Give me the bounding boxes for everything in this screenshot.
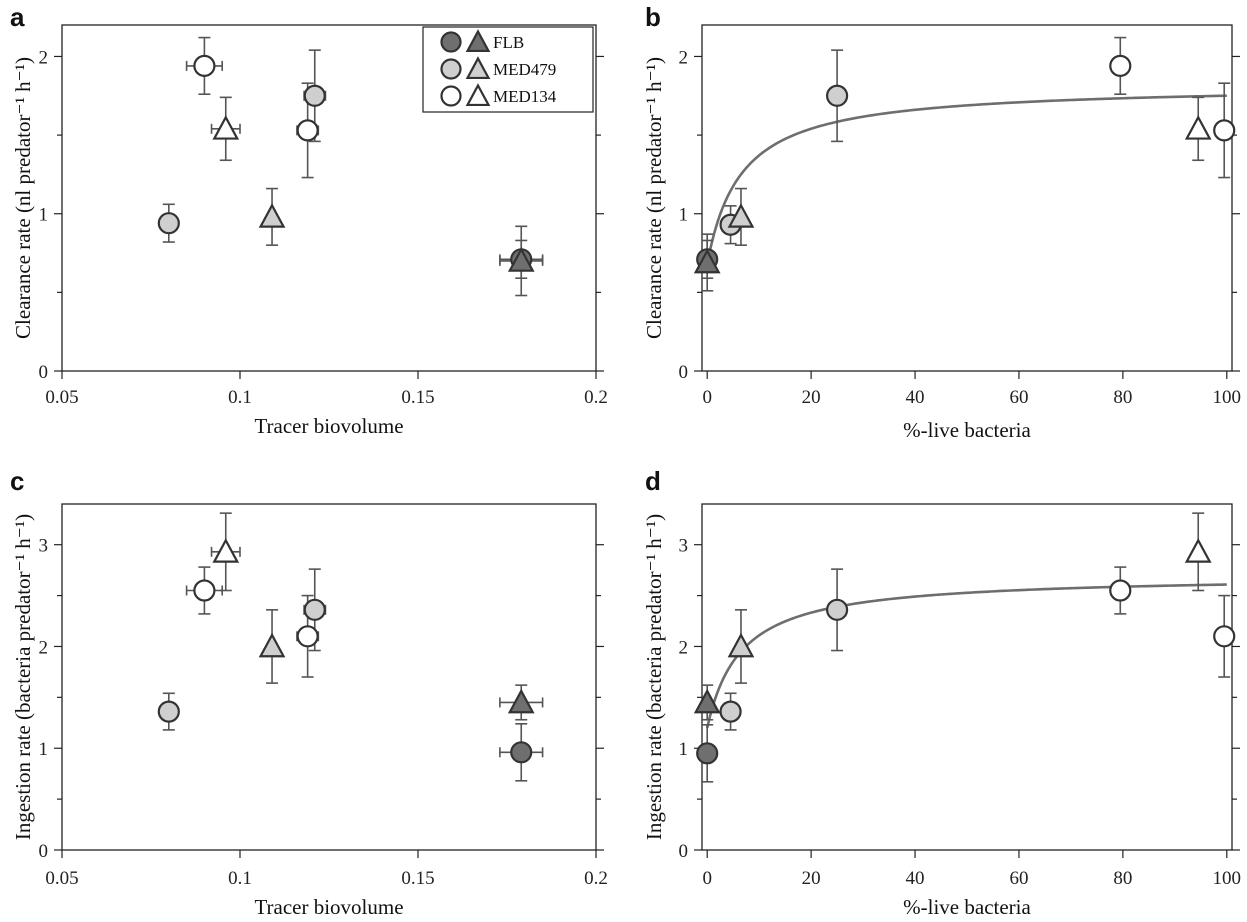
y-axis-label: Clearance rate (nl predator⁻¹ h⁻¹): [642, 57, 666, 339]
legend-triangle-icon: [465, 83, 491, 107]
y-axis-label: Clearance rate (nl predator⁻¹ h⁻¹): [11, 57, 35, 339]
y-tick-label: 0: [679, 841, 689, 862]
data-point-med479-circle: [303, 84, 326, 107]
x-tick-label: 100: [1213, 868, 1242, 889]
x-tick-label: 20: [802, 387, 821, 408]
data-point-flb-triangle: [507, 688, 535, 714]
x-tick-label: 0.2: [584, 868, 608, 889]
data-point-med134-circle: [193, 579, 216, 602]
x-tick-label: 100: [1213, 387, 1242, 408]
plot-frame: [701, 503, 1233, 851]
panel-letter: d: [645, 466, 661, 496]
data-point-med479-circle: [157, 212, 180, 235]
data-point-flb-circle: [510, 741, 533, 764]
panel-c: c 0.05 0.1 0.15 0.2 0 1 2 3 Tracer biovolume Inges…: [10, 466, 608, 919]
data-point-med134-triangle: [212, 114, 240, 140]
x-axis-label: %-live bacteria: [903, 895, 1031, 919]
data-point-med134-circle: [296, 625, 319, 648]
x-tick-label: 0: [702, 868, 712, 889]
data-point-med134-circle: [193, 54, 216, 77]
panel-a: a 0.05 0.1 0.15 0.2 0 1 2 Tracer biovolume Cleara…: [10, 2, 608, 438]
legend-circle-icon: [440, 58, 462, 80]
fit-curve: [705, 583, 1227, 729]
legend: FLB MED479 MED134: [422, 26, 594, 113]
data-point-med479-circle: [303, 598, 326, 621]
data-point-flb-triangle: [693, 688, 721, 714]
x-tick-label: 0.1: [228, 387, 252, 408]
data-point-med134-circle: [1109, 579, 1132, 602]
data-point-med479-triangle: [727, 632, 755, 658]
data-point-med134-triangle: [1184, 538, 1212, 563]
y-tick-label: 0: [679, 362, 689, 383]
legend-circle-icon: [440, 85, 462, 107]
y-tick-label: 2: [679, 637, 689, 658]
data-point-med479-triangle: [258, 203, 286, 228]
y-tick-label: 2: [679, 47, 689, 68]
y-tick-label: 1: [679, 739, 689, 760]
data-point-med479-circle: [157, 700, 180, 723]
legend-triangle-icon: [465, 56, 491, 80]
x-tick-label: 0.15: [401, 387, 434, 408]
x-tick-label: 0.05: [45, 387, 78, 408]
legend-label: MED479: [493, 60, 556, 79]
panel-letter: c: [10, 466, 24, 496]
x-tick-label: 0.05: [45, 868, 78, 889]
y-tick-label: 1: [39, 205, 49, 226]
y-axis-label: Ingestion rate (bacteria predator⁻¹ h⁻¹): [11, 514, 35, 840]
x-tick-label: 0.2: [584, 387, 608, 408]
data-point-med479-circle: [825, 598, 849, 621]
data-point-med134-circle: [296, 119, 319, 142]
legend-triangle-icon: [465, 29, 491, 53]
x-axis-label: Tracer biovolume: [254, 895, 403, 919]
data-point-med479-circle: [719, 700, 742, 723]
data-point-med479-triangle: [727, 203, 755, 228]
y-tick-label: 3: [679, 536, 689, 557]
legend-label: MED134: [493, 87, 557, 106]
x-tick-label: 0: [702, 387, 712, 408]
y-tick-label: 2: [39, 47, 49, 68]
x-tick-label: 60: [1009, 387, 1028, 408]
data-point-med134-triangle: [1184, 114, 1212, 140]
x-tick-label: 20: [802, 868, 821, 889]
panel-d: d 0 20 40 60 80 100 0 1 2 3 %-live bacteria Ingestio…: [642, 466, 1241, 919]
x-tick-label: 80: [1113, 868, 1132, 889]
data-point-med134-triangle: [212, 538, 240, 563]
data-point-med479-circle: [825, 84, 849, 107]
x-axis-label: %-live bacteria: [903, 418, 1031, 442]
y-tick-label: 2: [39, 637, 49, 658]
data-point-flb-triangle: [507, 247, 535, 272]
y-tick-label: 3: [39, 536, 49, 557]
data-point-flb-triangle: [693, 248, 721, 274]
panel-letter: b: [645, 2, 661, 32]
plot-frame: [61, 24, 597, 372]
y-tick-label: 0: [39, 841, 49, 862]
y-tick-label: 0: [39, 362, 49, 383]
plot-frame: [701, 24, 1233, 372]
data-point-med479-triangle: [258, 632, 286, 658]
fit-curve: [705, 94, 1227, 265]
legend-label: FLB: [493, 33, 524, 52]
data-point-med134-circle: [1213, 119, 1236, 142]
y-tick-label: 1: [679, 205, 689, 226]
legend-circle-icon: [440, 31, 462, 53]
x-tick-label: 40: [906, 387, 925, 408]
data-point-med134-circle: [1109, 54, 1132, 77]
data-point-flb-circle: [696, 742, 719, 765]
panel-letter: a: [10, 2, 25, 32]
x-tick-label: 40: [906, 868, 925, 889]
plot-frame: [61, 503, 597, 851]
x-axis-label: Tracer biovolume: [254, 414, 403, 438]
x-tick-label: 60: [1009, 868, 1028, 889]
panel-b: b 0 20 40 60 80 100 0 1 2 %-live bacteria Clearance…: [642, 2, 1241, 442]
x-tick-label: 0.1: [228, 868, 252, 889]
y-tick-label: 1: [39, 739, 49, 760]
x-tick-label: 0.15: [401, 868, 434, 889]
x-tick-label: 80: [1113, 387, 1132, 408]
y-axis-label: Ingestion rate (bacteria predator⁻¹ h⁻¹): [642, 514, 666, 840]
data-point-med134-circle: [1213, 625, 1236, 648]
